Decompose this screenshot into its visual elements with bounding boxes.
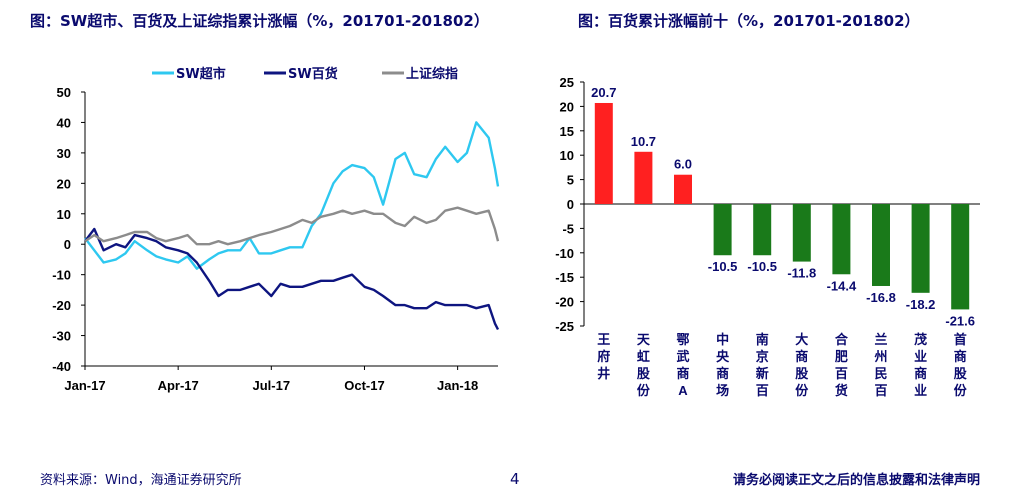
legend-label-index: 上证综指 — [406, 66, 458, 82]
bar-value-label-3: -10.5 — [708, 259, 738, 274]
disclaimer: 请务必阅读正文之后的信息披露和法律声明 — [732, 473, 980, 488]
bar-category-label-0: 王府井 — [597, 332, 610, 381]
bar-value-label-2: 6.0 — [674, 157, 692, 172]
bar-category-label-2: 鄂武商 A — [676, 332, 689, 398]
series-line-index — [84, 206, 500, 246]
line-y-tick-label: 0 — [64, 237, 71, 252]
bar-y-tick-label: 5 — [567, 173, 574, 188]
bar-value-label-6: -14.4 — [827, 278, 857, 293]
line-y-tick-label: -20 — [52, 298, 71, 313]
bar-value-label-5: -11.8 — [787, 266, 816, 281]
bar-2 — [674, 174, 692, 204]
bar-category-label-1: 天虹股份 — [637, 332, 651, 398]
bar-value-label-7: -16.8 — [866, 290, 896, 305]
line-y-tick-label: 50 — [57, 85, 71, 100]
bar-y-tick-label: 15 — [560, 124, 574, 139]
bar-y-tick-label: 10 — [560, 148, 574, 163]
line-y-tick-label: 20 — [57, 176, 71, 191]
series-line-department — [84, 227, 500, 331]
line-y-tick-label: -40 — [52, 359, 71, 374]
bar-7 — [872, 204, 890, 286]
bar-y-tick-label: -25 — [555, 319, 574, 334]
bar-6 — [832, 204, 851, 275]
bar-category-label-7: 兰州民百 — [873, 332, 887, 398]
bar-0 — [594, 102, 613, 204]
line-x-tick-label: Jan-18 — [437, 378, 478, 393]
bar-value-label-4: -10.5 — [747, 259, 777, 274]
bar-value-label-1: 10.7 — [631, 134, 656, 149]
bar-1 — [634, 151, 653, 204]
line-y-tick-label: 10 — [57, 207, 71, 222]
bar-y-tick-label: -5 — [562, 221, 574, 236]
bar-category-label-8: 茂业商业 — [914, 332, 927, 398]
bar-value-label-0: 20.7 — [591, 85, 616, 100]
page-number: 4 — [510, 470, 520, 488]
bar-8 — [911, 204, 930, 293]
bar-y-tick-label: 20 — [560, 99, 574, 114]
line-chart-title: 图：SW超市、百货及上证综指累计涨幅（%，201701-201802） — [30, 12, 489, 30]
bar-value-label-9: -21.6 — [945, 313, 975, 328]
line-x-tick-label: Apr-17 — [158, 378, 199, 393]
bar-chart-title: 图：百货累计涨幅前十（%，201701-201802） — [578, 12, 920, 30]
line-x-tick-label: Jul-17 — [253, 378, 291, 393]
bar-category-label-6: 合肥百货 — [835, 332, 849, 398]
line-y-tick-label: 40 — [57, 115, 71, 130]
line-y-tick-label: -30 — [52, 329, 71, 344]
line-x-tick-label: Jan-17 — [64, 378, 105, 393]
line-x-tick-label: Oct-17 — [344, 378, 384, 393]
bar-9 — [951, 204, 970, 310]
bar-y-tick-label: 25 — [560, 75, 574, 90]
bar-4 — [753, 204, 772, 256]
bar-category-label-5: 大商股份 — [795, 332, 809, 398]
bar-value-label-8: -18.2 — [906, 297, 936, 312]
bar-y-tick-label: 0 — [567, 197, 574, 212]
bar-category-label-9: 首商股份 — [954, 332, 968, 398]
bar-5 — [792, 204, 811, 262]
bar-y-tick-label: -15 — [555, 270, 574, 285]
bar-y-tick-label: -20 — [555, 295, 574, 310]
line-y-tick-label: -10 — [52, 268, 71, 283]
bar-category-label-4: 南京新百 — [756, 332, 769, 398]
bar-y-tick-label: -10 — [555, 246, 574, 261]
line-y-tick-label: 30 — [57, 146, 71, 161]
legend-label-supermarket: SW超市 — [176, 66, 226, 82]
legend-label-department: SW百货 — [288, 66, 338, 82]
bar-3 — [713, 204, 732, 256]
bar-category-label-3: 中央商场 — [716, 332, 730, 398]
source-note: 资料来源：Wind，海通证券研究所 — [40, 473, 242, 488]
series-line-supermarket — [84, 121, 500, 270]
